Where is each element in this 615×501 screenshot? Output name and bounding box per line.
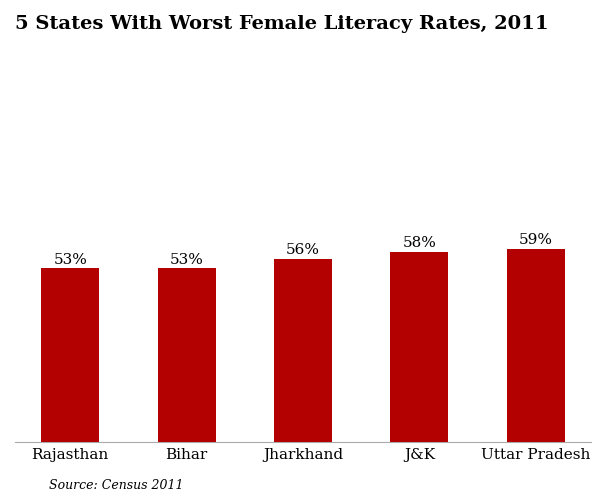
Text: 53%: 53% bbox=[170, 252, 204, 266]
Bar bbox=[391, 253, 448, 442]
Bar bbox=[274, 259, 332, 442]
Text: Source: Census 2011: Source: Census 2011 bbox=[49, 478, 184, 491]
Text: 53%: 53% bbox=[54, 252, 87, 266]
Bar bbox=[41, 269, 100, 442]
Text: 59%: 59% bbox=[519, 232, 553, 246]
Bar bbox=[507, 249, 565, 442]
Text: 5 States With Worst Female Literacy Rates, 2011: 5 States With Worst Female Literacy Rate… bbox=[15, 15, 549, 33]
Text: 56%: 56% bbox=[286, 242, 320, 257]
Bar bbox=[157, 269, 216, 442]
Text: 58%: 58% bbox=[402, 236, 436, 250]
